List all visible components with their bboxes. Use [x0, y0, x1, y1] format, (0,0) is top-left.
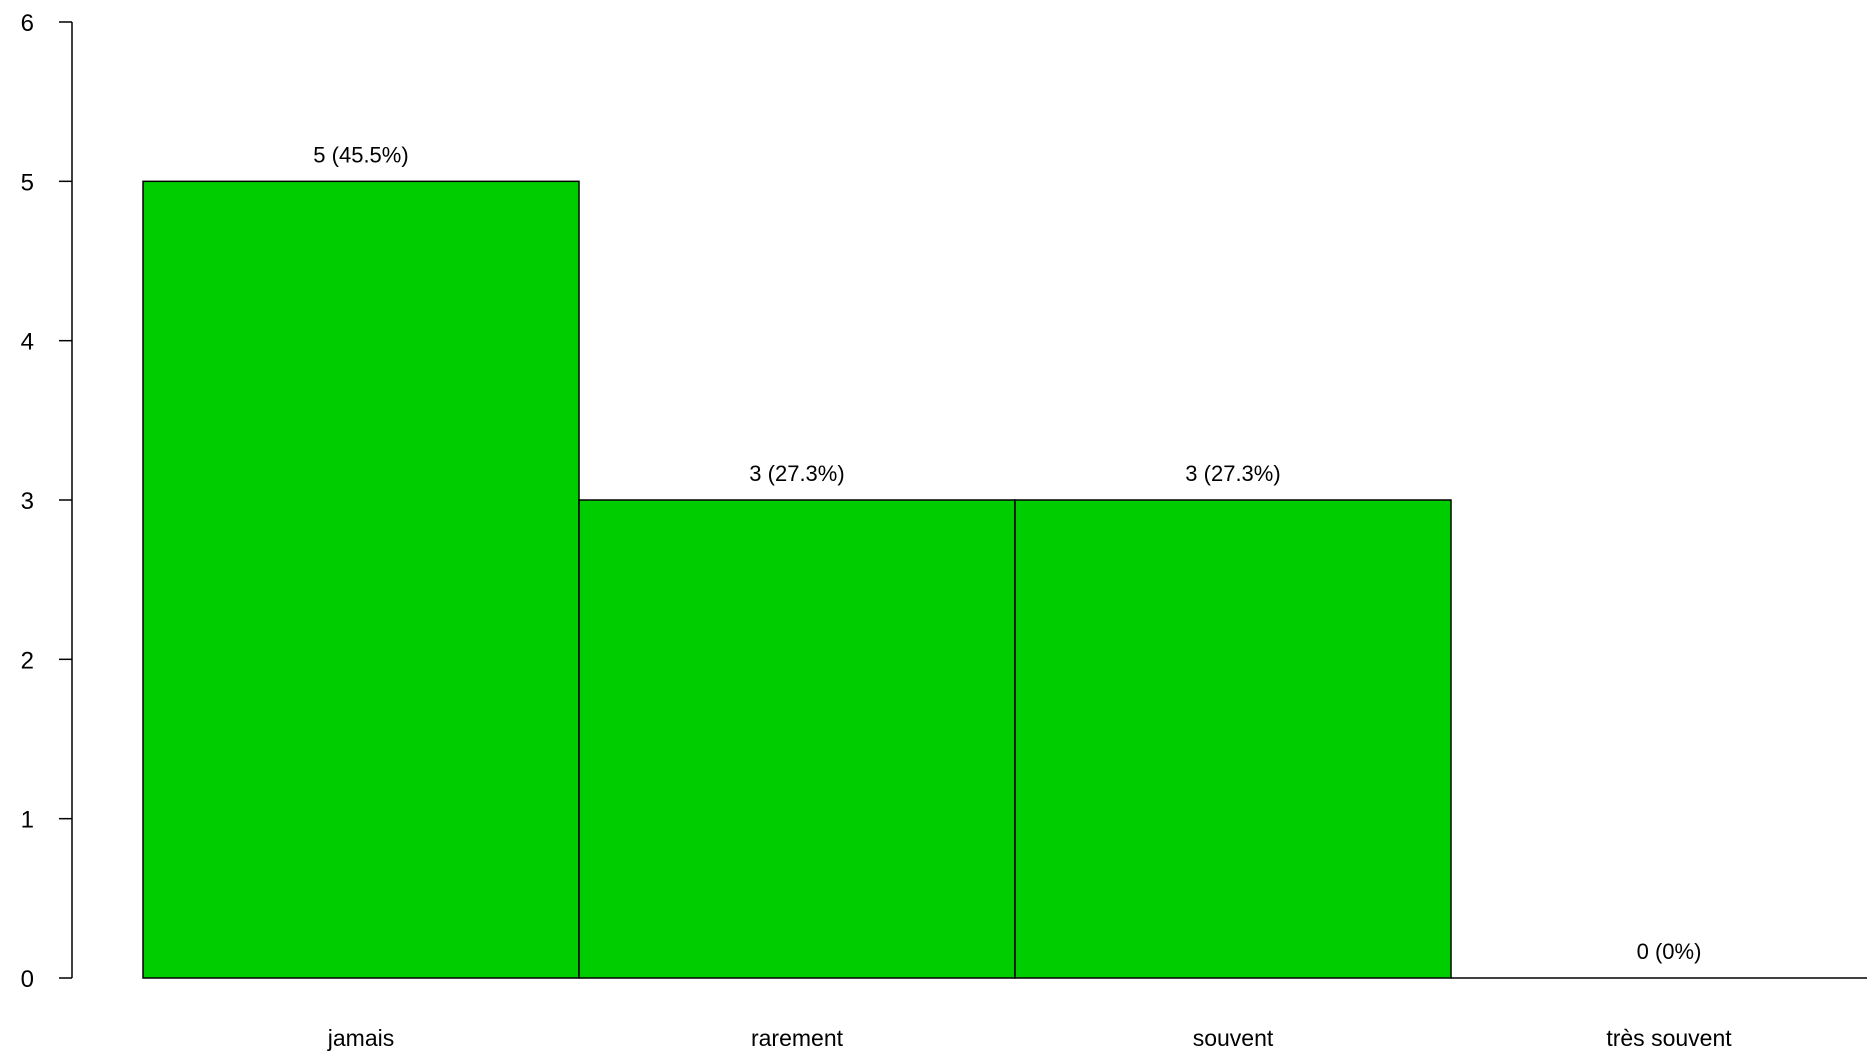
y-tick-label: 3 — [21, 488, 34, 515]
bars — [142, 180, 1452, 979]
data-label: 5 (45.5%) — [313, 142, 408, 167]
y-tick-label: 5 — [21, 169, 34, 196]
category-label: très souvent — [1606, 1025, 1732, 1051]
y-tick-label: 6 — [21, 10, 34, 37]
bar-souvent — [1014, 499, 1452, 979]
data-label: 3 (27.3%) — [1185, 461, 1280, 486]
data-labels: 5 (45.5%) 3 (27.3%) 3 (27.3%) 0 (0%) — [313, 142, 1701, 964]
category-labels: jamais rarement souvent très souvent — [327, 1025, 1732, 1051]
bar-rarement — [578, 499, 1016, 979]
category-label: souvent — [1193, 1025, 1274, 1051]
data-label: 0 (0%) — [1637, 939, 1702, 964]
y-tick-label: 2 — [21, 647, 34, 674]
y-axis: 0 1 2 3 4 5 6 — [21, 10, 73, 993]
y-tick-label: 0 — [21, 966, 34, 993]
bar-jamais — [142, 180, 580, 979]
y-tick-label: 1 — [21, 807, 34, 834]
data-label: 3 (27.3%) — [749, 461, 844, 486]
y-tick-label: 4 — [21, 329, 34, 356]
category-label: rarement — [751, 1025, 844, 1051]
category-label: jamais — [327, 1025, 394, 1051]
